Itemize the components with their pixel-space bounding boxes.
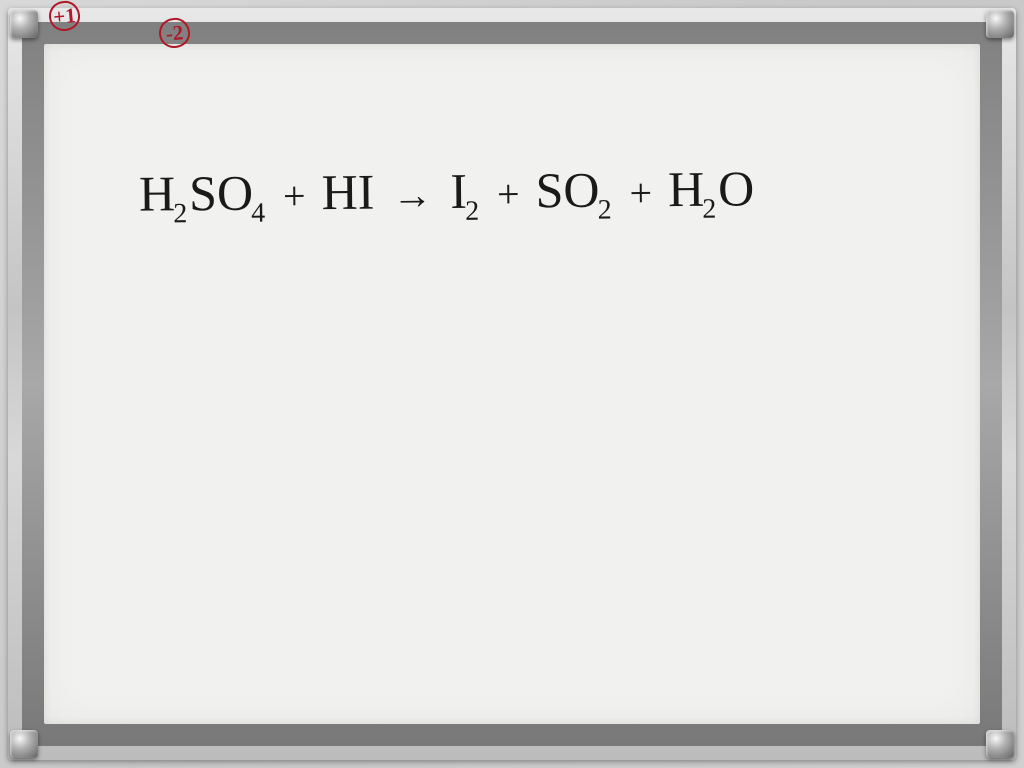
term-so2: S O 2 xyxy=(535,161,613,220)
element-h: H xyxy=(139,164,176,222)
subscript: 4 xyxy=(251,198,265,230)
plus-sign: + xyxy=(491,170,526,217)
chemical-equation: H 2 S O 4 + H I → I 2 + S xyxy=(139,159,755,222)
element-s: S xyxy=(535,161,563,219)
plus-sign: + xyxy=(277,172,312,219)
plus-sign: + xyxy=(623,169,658,216)
term-hi: H I xyxy=(321,163,374,221)
oxidation-annotation-o: -2 xyxy=(159,18,190,48)
term-h2so4: H 2 S O 4 xyxy=(139,164,268,223)
whiteboard-surface: +1 -2 H 2 S O 4 + H I → xyxy=(44,44,980,724)
frame-corner-bolt xyxy=(986,730,1014,758)
whiteboard-frame-outer: +1 -2 H 2 S O 4 + H I → xyxy=(8,8,1016,760)
element-i: I xyxy=(357,163,374,221)
frame-corner-bolt xyxy=(10,730,38,758)
subscript: 2 xyxy=(598,195,612,227)
element-o: O xyxy=(217,164,254,222)
annotation-label: +1 xyxy=(52,5,76,28)
subscript: 2 xyxy=(173,198,187,230)
term-h2o: H 2 O xyxy=(668,159,755,218)
annotation-label: -2 xyxy=(165,22,184,44)
oxidation-annotation-h: +1 xyxy=(49,1,80,31)
element-s: S xyxy=(189,164,217,222)
reaction-arrow: → xyxy=(384,171,440,218)
element-o: O xyxy=(718,159,755,217)
subscript: 2 xyxy=(702,194,716,226)
subscript: 2 xyxy=(465,196,479,228)
frame-corner-bolt xyxy=(986,10,1014,38)
element-h: H xyxy=(668,160,705,218)
whiteboard-frame-inner: +1 -2 H 2 S O 4 + H I → xyxy=(22,22,1002,746)
term-i2: I 2 xyxy=(450,162,481,220)
frame-corner-bolt xyxy=(10,10,38,38)
element-o: O xyxy=(563,161,600,219)
element-h: H xyxy=(321,163,358,221)
